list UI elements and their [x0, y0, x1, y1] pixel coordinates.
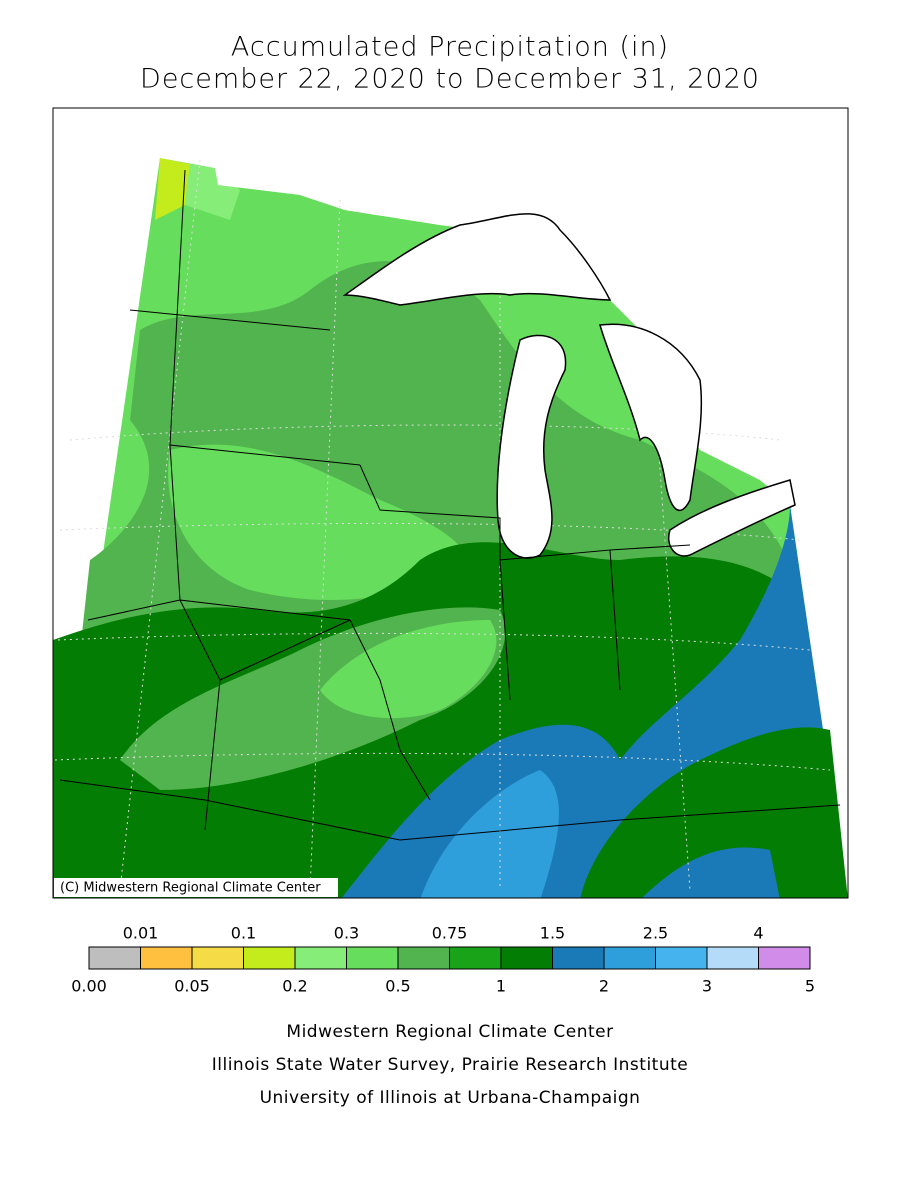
title-line: Accumulated Precipitation (in)	[231, 32, 669, 63]
credit-box	[54, 878, 338, 897]
map: (C) Midwestern Regional Climate Center	[52, 107, 849, 899]
field-band	[642, 847, 780, 898]
lake-michigan	[496, 334, 567, 559]
legend-swatch	[191, 946, 244, 970]
footer-line: University of Illinois at Urbana-Champai…	[260, 1088, 641, 1108]
legend-swatch	[500, 946, 553, 970]
legend-label: 4	[753, 924, 763, 943]
legend-label: 0.5	[385, 977, 410, 996]
legend-label: 2.5	[643, 924, 668, 943]
field-band	[155, 158, 190, 220]
legend-swatch	[655, 946, 708, 970]
legend-label: 1.5	[540, 924, 565, 943]
legend-swatch	[449, 946, 502, 970]
legend-label: 0.05	[174, 977, 210, 996]
lake-superior	[342, 213, 612, 306]
legend-swatch	[294, 946, 347, 970]
field-band	[320, 620, 497, 719]
footer-line: Midwestern Regional Climate Center	[286, 1022, 613, 1042]
legend-swatch	[758, 946, 811, 970]
legend-label: 3	[702, 977, 712, 996]
legend-swatch	[706, 946, 759, 970]
legend-label: 0.00	[71, 977, 107, 996]
legend-swatch	[552, 946, 605, 970]
credit: (C) Midwestern Regional Climate Center	[60, 881, 321, 896]
lake-huron	[599, 323, 703, 512]
legend-swatch	[243, 946, 296, 970]
legend: 0.00 0.01 0.05 0.1 0.2 0.3 0.5 0.75 1 1.5 2 2.5 3 4 5	[71, 924, 815, 996]
no-data	[53, 108, 848, 505]
legend-label: 5	[805, 977, 815, 996]
legend-label: 0.75	[432, 924, 468, 943]
legend-label: 0.2	[282, 977, 307, 996]
field-band	[580, 727, 848, 898]
legend-label: 0.1	[231, 924, 256, 943]
legend-swatch	[88, 946, 141, 970]
legend-swatch	[346, 946, 399, 970]
legend-swatch	[603, 946, 656, 970]
legend-label: 0.3	[334, 924, 359, 943]
footer-line: Illinois State Water Survey, Prairie Res…	[212, 1055, 688, 1075]
legend-label: 2	[599, 977, 609, 996]
lake-erie	[668, 479, 796, 557]
title-line: December 22, 2020 to December 31, 2020	[140, 64, 760, 95]
legend-label: 0.01	[123, 924, 159, 943]
legend-swatch	[397, 946, 450, 970]
map-frame	[52, 107, 849, 899]
legend-swatch	[140, 946, 193, 970]
state-border	[59, 169, 841, 841]
legend-label: 1	[496, 977, 506, 996]
field-band	[420, 770, 559, 898]
field-band	[168, 444, 471, 600]
